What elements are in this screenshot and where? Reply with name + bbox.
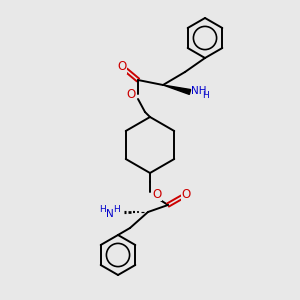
Text: H: H (99, 205, 106, 214)
Polygon shape (163, 85, 190, 94)
Text: O: O (152, 188, 162, 200)
Text: H: H (202, 91, 209, 100)
Text: NH: NH (191, 86, 206, 96)
Text: O: O (117, 61, 127, 74)
Text: N: N (106, 209, 114, 219)
Text: H: H (113, 206, 120, 214)
Text: O: O (182, 188, 190, 200)
Text: O: O (126, 88, 136, 100)
